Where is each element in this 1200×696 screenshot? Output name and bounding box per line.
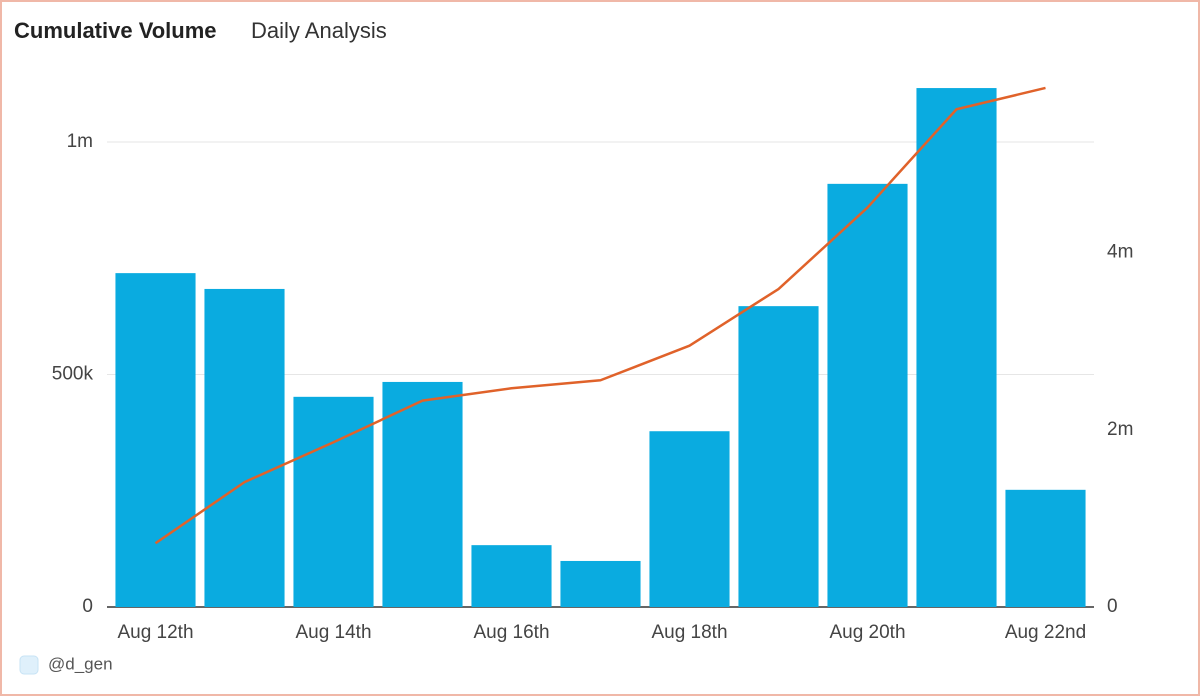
x-tick-label: Aug 14th xyxy=(295,622,371,643)
bar xyxy=(738,306,819,607)
x-tick-label: Aug 18th xyxy=(651,622,727,643)
line xyxy=(154,86,1046,545)
y2-tick-label: 2m xyxy=(1107,419,1133,440)
bar xyxy=(204,288,285,607)
y-tick-label: 0 xyxy=(82,596,93,617)
y2-tick-label: 0 xyxy=(1107,596,1118,617)
y2-tick-label: 4m xyxy=(1107,242,1133,263)
bar xyxy=(916,88,997,607)
chart-title: Cumulative Volume xyxy=(14,18,217,43)
bar xyxy=(471,545,552,607)
bar xyxy=(649,431,730,607)
x-tick-label: Aug 22nd xyxy=(1005,622,1086,643)
x-tick-label: Aug 16th xyxy=(473,622,549,643)
x-tick-label: Aug 12th xyxy=(117,622,193,643)
bar xyxy=(827,183,908,607)
bar xyxy=(1005,489,1086,607)
bar xyxy=(560,560,641,607)
bar xyxy=(293,396,374,607)
footer: @d_gen xyxy=(48,654,113,673)
y-tick-label: 1m xyxy=(67,131,93,152)
chart-subtitle: Daily Analysis xyxy=(251,18,387,43)
bar xyxy=(115,273,196,607)
y-tick-label: 500k xyxy=(52,364,94,385)
footer-icon xyxy=(19,655,39,675)
bar xyxy=(382,381,463,607)
x-tick-label: Aug 20th xyxy=(829,622,905,643)
